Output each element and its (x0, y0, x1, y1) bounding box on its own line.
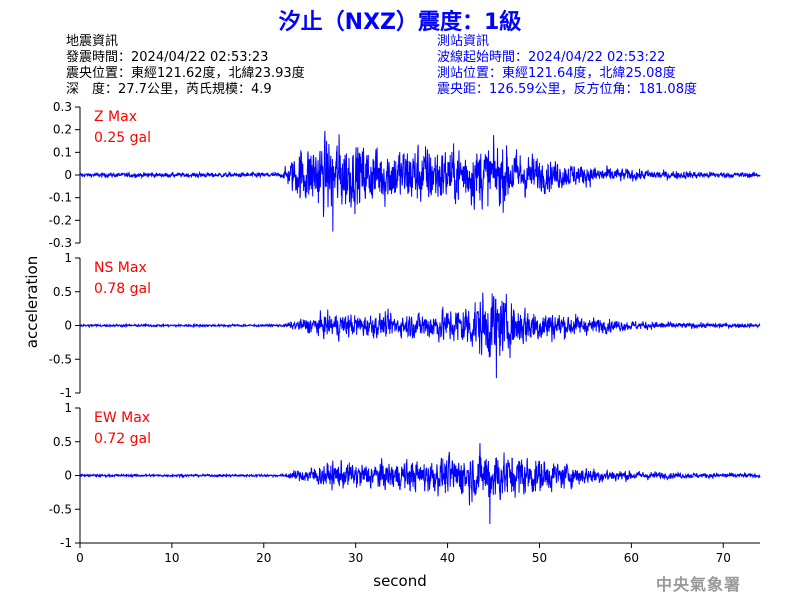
y-tick-label: 0.2 (53, 123, 72, 137)
y-tick-label: -1 (60, 386, 72, 400)
x-tick-label: 60 (624, 551, 639, 565)
y-tick-label: 0 (64, 319, 72, 333)
max-value: 0.25 gal (94, 130, 151, 146)
y-tick-label: -0.3 (49, 236, 72, 250)
y-tick-label: 0.1 (53, 145, 72, 159)
x-tick-label: 40 (440, 551, 455, 565)
y-tick-label: -0.5 (49, 352, 72, 366)
y-tick-label: 0 (64, 168, 72, 182)
panel-z: 0.3 0.2 0.1 0 -0.1 -0.2 -0.3 Z Max 0.25 gal (49, 100, 761, 250)
y-tick-label: 0 (64, 469, 72, 483)
x-tick-label: 0 (76, 551, 84, 565)
quake-time: 發震時間：2024/04/22 02:53:23 (66, 50, 269, 65)
y-tick-label: -1 (60, 536, 72, 550)
station-wave-start: 波線起始時間：2024/04/22 02:53:22 (437, 50, 666, 65)
max-value: 0.78 gal (94, 281, 151, 297)
quake-info-heading: 地震資訊 (66, 34, 119, 49)
max-label: Z Max (94, 109, 137, 125)
station-location: 測站位置：東經121.64度，北緯25.08度 (437, 66, 676, 81)
y-tick-label: 0.5 (53, 435, 72, 449)
chart-title: 汐止（NXZ）震度：1級 (278, 10, 522, 35)
y-tick-label: 1 (64, 251, 72, 265)
y-tick-label: 0.5 (53, 285, 72, 299)
agency-watermark: 中央氣象署 (656, 575, 742, 594)
max-value: 0.72 gal (94, 431, 151, 447)
panel-ew: 1 0.5 0 -0.5 -1 EW Max 0.72 gal (49, 401, 761, 550)
waveform-z (79, 130, 761, 232)
max-label: EW Max (94, 410, 150, 426)
y-axis-label: acceleration (23, 256, 41, 348)
x-tick-label: 20 (256, 551, 271, 565)
station-info: 測站資訊 波線起始時間：2024/04/22 02:53:22 測站位置：東經1… (437, 34, 697, 98)
waveform-ew (79, 443, 761, 525)
quake-depth-magnitude: 深 度：27.7公里，芮氏規模：4.9 (66, 82, 272, 97)
x-tick-label: 70 (716, 551, 731, 565)
x-tick-label: 10 (164, 551, 179, 565)
max-label: NS Max (94, 260, 147, 276)
station-info-heading: 測站資訊 (437, 34, 490, 49)
x-axis-label: second (373, 572, 427, 590)
x-tick-label: 30 (348, 551, 363, 565)
quake-info: 地震資訊 發震時間：2024/04/22 02:53:23 震央位置：東經121… (66, 34, 305, 98)
waveform-ns (79, 292, 761, 379)
y-tick-label: -0.5 (49, 502, 72, 516)
x-tick-label: 50 (532, 551, 547, 565)
panel-ns: 1 0.5 0 -0.5 -1 NS Max 0.78 gal (49, 251, 761, 400)
station-distance: 震央距：126.59公里，反方位角：181.08度 (437, 82, 697, 97)
y-tick-label: 0.3 (53, 100, 72, 114)
y-tick-label: 1 (64, 401, 72, 415)
x-axis: 0 10 20 30 40 50 60 70 second (76, 542, 760, 590)
y-tick-label: -0.1 (49, 191, 72, 205)
quake-epicenter: 震央位置：東經121.62度，北緯23.93度 (66, 66, 305, 81)
y-tick-label: -0.2 (49, 213, 72, 227)
